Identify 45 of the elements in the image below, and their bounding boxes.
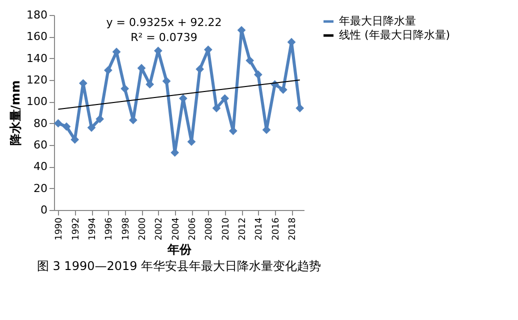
legend-label: 线性 (年最大日降水量) — [339, 28, 450, 42]
y-tick-label: 160 — [26, 30, 48, 44]
x-tick-label: 2000 — [138, 217, 148, 240]
annotation: R² = 0.0739 — [130, 31, 198, 44]
x-tick-label: 2014 — [254, 217, 265, 240]
x-tick-label: 2004 — [171, 217, 182, 240]
point — [120, 84, 130, 93]
point — [246, 56, 254, 65]
y-tick-label: 40 — [34, 160, 48, 174]
point — [196, 64, 204, 74]
x-tick-label: 2010 — [221, 217, 232, 240]
y-tick-label: 120 — [26, 74, 48, 86]
y-tick-label: 0 — [40, 204, 48, 216]
y-tick-label: 80 — [34, 116, 48, 130]
legend-label: 年最大日降水量 — [339, 14, 416, 28]
y-axis-title: 降水量/mm — [8, 80, 23, 146]
point — [296, 104, 304, 112]
x-tick-label: 2008 — [204, 217, 215, 240]
point — [162, 76, 171, 86]
x-tick-label: 2012 — [238, 218, 248, 240]
x-tick-label: 2018 — [288, 217, 298, 240]
y-tick-label: 140 — [26, 52, 48, 65]
point — [87, 123, 96, 132]
point — [254, 70, 262, 79]
x-tick-label: 2002 — [154, 218, 165, 240]
y-tick-label: 20 — [34, 182, 48, 195]
x-axis-title: 年份 — [166, 242, 192, 256]
annotation: y = 0.9325x + 92.22 — [106, 16, 222, 29]
x-tick-label: 1992 — [71, 218, 82, 240]
x-tick-label: 1996 — [104, 217, 115, 240]
y-tick-label: 180 — [26, 8, 48, 22]
point — [62, 122, 71, 131]
x-tick-label: 1994 — [88, 217, 98, 240]
point — [104, 66, 112, 74]
x-tick-label: 1990 — [54, 217, 65, 240]
x-tick-label: 2006 — [188, 217, 198, 240]
text: 图 3 1990—2019 年华安县年最大日降水量变化趋势 — [36, 258, 322, 273]
point — [220, 94, 230, 103]
point — [96, 114, 104, 124]
x-tick-label: 2016 — [271, 217, 282, 240]
y-tick-label: 60 — [34, 138, 48, 152]
x-tick-label: 1998 — [121, 217, 132, 240]
y-tick-label: 100 — [26, 95, 48, 108]
point — [278, 86, 288, 94]
point — [54, 119, 62, 128]
